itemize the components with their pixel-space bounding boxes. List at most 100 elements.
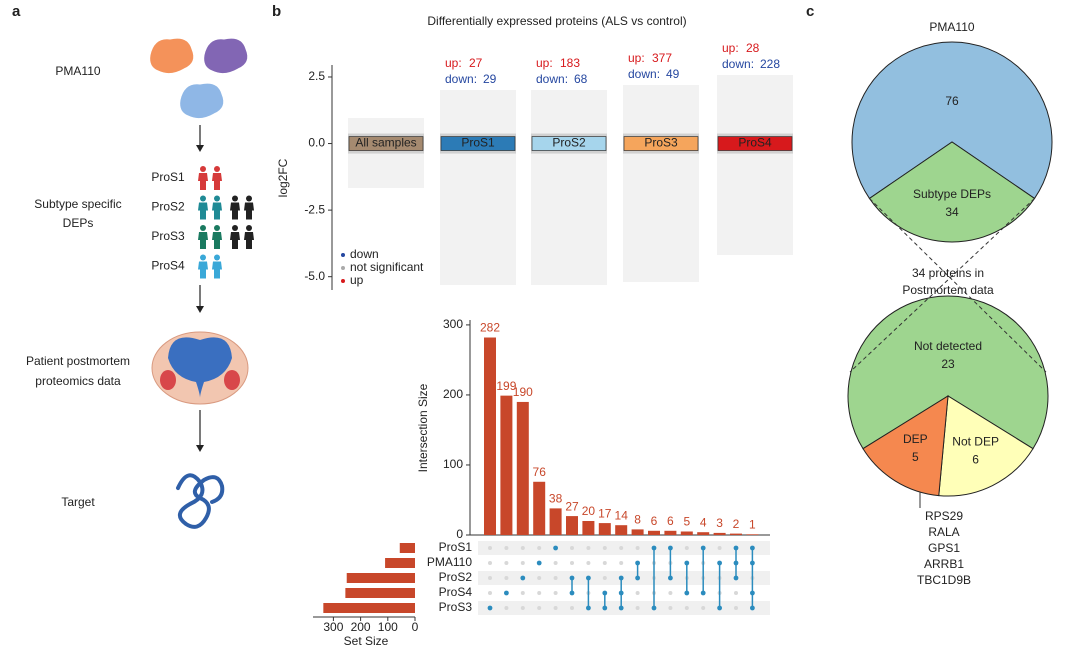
matrix-dot — [717, 605, 722, 611]
y-tick-label: -2.5 — [304, 202, 325, 216]
person-icon — [214, 195, 220, 202]
set-label: ProS1 — [439, 540, 473, 554]
protein-icon — [179, 82, 225, 120]
set-bar — [323, 603, 415, 613]
matrix-dot — [635, 575, 640, 581]
bar-value-label: 199 — [496, 379, 516, 393]
matrix-dot — [733, 545, 739, 551]
matrix-dot-empty — [553, 576, 558, 580]
matrix-dot-empty — [553, 591, 558, 595]
matrix-dot-empty — [635, 606, 640, 610]
y-tick-label: 100 — [443, 457, 463, 471]
slice-value: 5 — [912, 450, 919, 464]
matrix-dot — [553, 545, 558, 551]
matrix-dot-empty — [668, 591, 673, 595]
y-axis-label: Intersection Size — [416, 383, 430, 472]
bar-value-label: 2 — [733, 517, 740, 531]
x-axis-label: Set Size — [344, 634, 389, 648]
slice-label: Not detected — [914, 339, 982, 353]
legend-label: down — [350, 247, 379, 261]
slice-label: DEP — [903, 432, 928, 446]
strip-background — [440, 90, 516, 285]
person-icon — [230, 232, 240, 249]
bar — [533, 481, 546, 535]
step-label: Patient postmortem — [26, 354, 130, 368]
protein-icon — [203, 37, 249, 75]
matrix-dot — [668, 575, 673, 581]
set-bar — [385, 558, 415, 568]
person-icon — [244, 202, 254, 220]
matrix-dot-empty — [537, 591, 542, 595]
matrix-dot — [750, 590, 755, 596]
up-label: up: — [722, 41, 739, 55]
up-count: 377 — [652, 51, 672, 65]
matrix-dot-empty — [635, 546, 640, 550]
bar-value-label: 6 — [651, 514, 658, 528]
matrix-dot — [651, 605, 657, 611]
matrix-dot-empty — [570, 606, 574, 610]
connector — [849, 198, 1035, 373]
matrix-dot-empty — [537, 576, 542, 580]
matrix-dot — [602, 605, 608, 611]
matrix-dot — [700, 545, 706, 551]
legend-label: not significant — [350, 260, 424, 274]
person-icon — [212, 202, 222, 220]
strip-background — [717, 75, 793, 255]
y-tick-label: 2.5 — [308, 69, 325, 83]
slice-label: Subtype DEPs — [913, 187, 991, 201]
down-label: down: — [722, 57, 754, 71]
down-count: 228 — [760, 57, 780, 71]
down-count: 29 — [483, 72, 497, 86]
bar — [664, 530, 677, 535]
group-label-box — [717, 136, 793, 151]
matrix-dot-empty — [734, 606, 738, 610]
bar-value-label: 20 — [582, 504, 596, 518]
matrix-dot-empty — [488, 591, 492, 595]
pie-title: Postmortem data — [902, 283, 994, 297]
person-icon — [212, 232, 222, 249]
down-label: down: — [628, 67, 660, 81]
matrix-stripe — [478, 571, 770, 585]
up-count: 28 — [746, 41, 760, 55]
person-icon — [214, 166, 220, 172]
arrow-head — [196, 145, 204, 152]
arrow-head — [196, 445, 204, 452]
person-icon — [244, 232, 254, 249]
set-bar — [345, 588, 415, 598]
gene-label: GPS1 — [928, 541, 960, 555]
step-label: Target — [61, 495, 95, 509]
matrix-dot — [684, 560, 690, 566]
pie-title: PMA110 — [929, 20, 974, 34]
matrix-dot — [569, 575, 575, 581]
matrix-dot — [586, 575, 591, 581]
subtype-label: ProS1 — [151, 170, 185, 184]
step-label: DEPs — [63, 216, 94, 230]
person-icon — [232, 225, 238, 231]
gene-label: RALA — [928, 525, 959, 539]
person-icon — [200, 254, 206, 261]
person-icon — [200, 195, 206, 202]
bar — [680, 531, 693, 535]
bar — [648, 530, 660, 535]
matrix-dot-empty — [570, 561, 574, 565]
down-label: down: — [445, 72, 477, 86]
bar-value-label: 282 — [480, 321, 500, 335]
bar-value-label: 38 — [549, 492, 563, 506]
bar-value-label: 14 — [615, 508, 629, 522]
matrix-dot-empty — [488, 576, 492, 580]
bar-value-label: 17 — [598, 506, 612, 520]
matrix-dot — [733, 575, 739, 581]
matrix-dot-empty — [570, 546, 574, 550]
legend-label: up — [350, 273, 364, 287]
matrix-dot — [651, 545, 657, 551]
target-icon — [176, 473, 225, 529]
group-label-box — [440, 136, 516, 151]
down-label: down: — [536, 72, 568, 86]
set-bar — [399, 543, 415, 553]
spinal-grey — [168, 337, 232, 398]
person-icon — [200, 225, 206, 231]
person-icon — [212, 173, 222, 190]
panel-label: c — [806, 3, 814, 20]
slice-value: 6 — [972, 453, 979, 467]
